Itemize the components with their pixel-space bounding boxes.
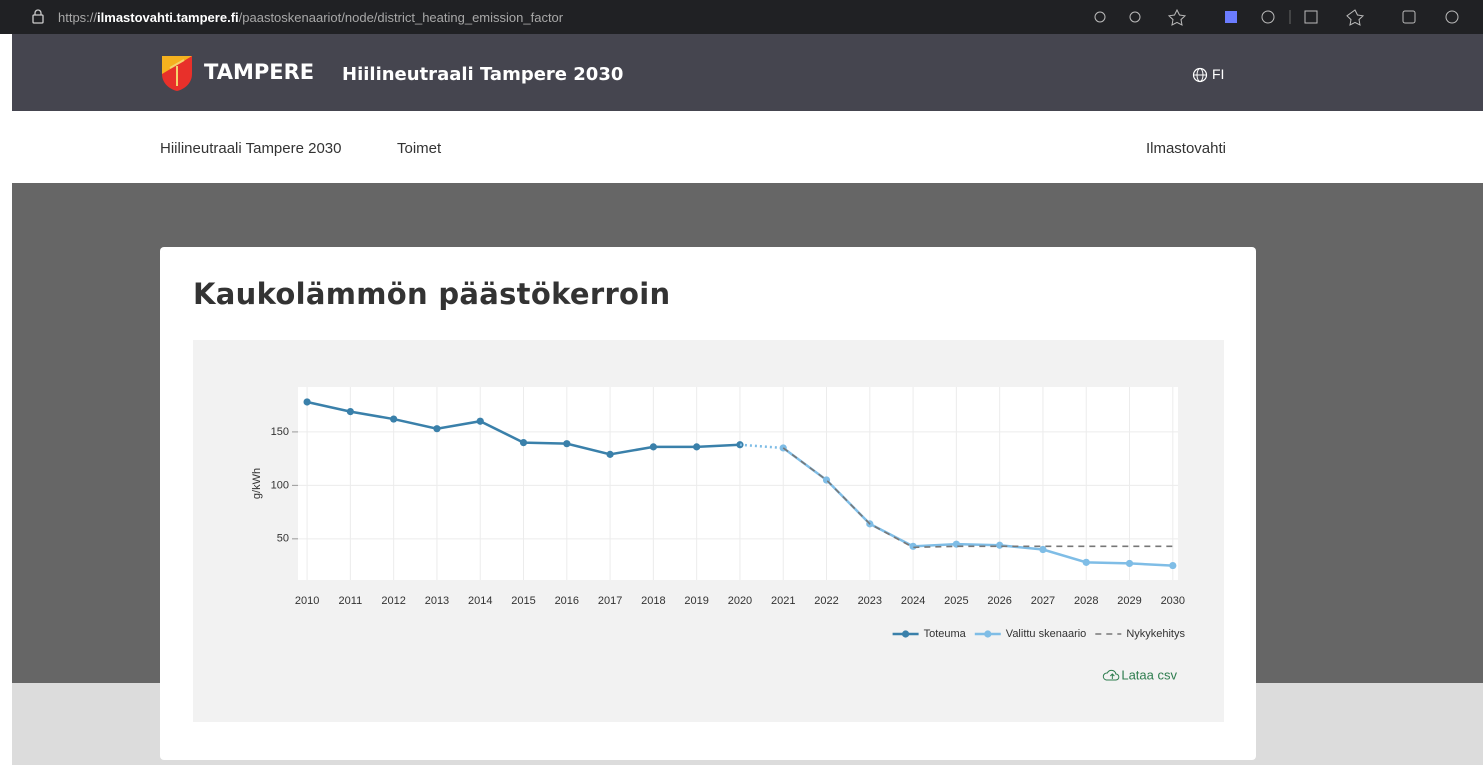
x-tick-label: 2026 <box>987 595 1011 607</box>
point <box>390 415 398 423</box>
x-tick-label: 2011 <box>339 595 363 607</box>
point <box>1082 558 1090 566</box>
point <box>519 439 528 447</box>
page-title: Kaukolämmön päästökerroin <box>193 277 671 311</box>
nav-link[interactable]: Toimet <box>397 140 442 157</box>
download-link[interactable]: Lataa csv <box>1102 667 1177 682</box>
point <box>433 425 441 433</box>
x-tick-label: 2021 <box>771 595 795 607</box>
x-tick-label: 2015 <box>511 595 535 607</box>
y-tick-label: 100 <box>271 479 289 491</box>
toolbar-icons[interactable] <box>1090 8 1470 26</box>
point <box>1039 545 1047 554</box>
url-path: /paastoskenaariot/node/district_heating_… <box>238 10 564 25</box>
site-title[interactable]: Hiilineutraali Tampere 2030 <box>342 64 624 85</box>
tampere-logo[interactable] <box>160 54 194 92</box>
x-tick-label: 2024 <box>901 595 925 607</box>
y-tick-label: 50 <box>277 533 289 545</box>
legend-label: Toteuma <box>924 628 967 640</box>
x-tick-label: 2022 <box>814 595 838 607</box>
x-tick-label: 2028 <box>1074 595 1098 607</box>
x-tick-label: 2012 <box>381 595 405 607</box>
url-host: ilmastovahti.tampere.fi <box>97 10 239 25</box>
series-line <box>782 446 1173 567</box>
x-tick-label: 2027 <box>1031 595 1055 607</box>
language-switch[interactable]: FI <box>1212 66 1225 82</box>
point <box>1125 559 1134 568</box>
point <box>476 417 484 425</box>
address-bar[interactable]: https://ilmastovahti.tampere.fi/paastosk… <box>58 10 563 25</box>
point <box>563 440 571 448</box>
cloud-icon <box>1102 669 1120 681</box>
left-strip <box>0 34 12 765</box>
nav-link[interactable]: Hiilineutraali Tampere 2030 <box>160 140 342 157</box>
legend: Toteuma Valittu skenaario Nykykehitys <box>892 628 1185 640</box>
lock-icon <box>32 9 44 24</box>
point <box>1169 561 1177 570</box>
chart: 2010 2011 2012 2013 2014 2015 2016 2017 2018 2019… <box>251 387 1185 682</box>
legend-marker <box>901 630 910 638</box>
x-tick-label: 2013 <box>425 595 449 607</box>
point <box>909 542 917 550</box>
x-tick-label: 2017 <box>598 595 622 607</box>
chart-panel: 2010 2011 2012 2013 2014 2015 2016 2017 2018 2019… <box>193 340 1224 722</box>
brand[interactable]: TAMPERE <box>204 60 315 84</box>
globe-icon <box>1192 67 1208 83</box>
x-tick-label: 2025 <box>944 595 968 607</box>
site-header: TAMPERE Hiilineutraali Tampere 2030 FI <box>12 34 1483 111</box>
legend-label: Nykykehitys <box>1126 628 1185 640</box>
point <box>346 407 354 416</box>
point <box>606 450 614 458</box>
x-tick-label: 2029 <box>1117 595 1141 607</box>
point <box>996 541 1004 549</box>
x-tick-label: 2010 <box>295 595 319 607</box>
x-tick-label: 2019 <box>684 595 708 607</box>
nav-link[interactable]: Ilmastovahti <box>1145 140 1226 157</box>
browser-bar: https://ilmastovahti.tampere.fi/paastosk… <box>0 0 1483 34</box>
connector <box>739 443 784 450</box>
x-tick-label: 2023 <box>858 595 882 607</box>
point <box>693 443 701 451</box>
y-axis-label: g/kWh <box>251 468 263 499</box>
download-label: Lataa csv <box>1121 667 1177 682</box>
url-scheme: https:// <box>58 10 98 25</box>
legend-marker <box>984 630 992 638</box>
y-tick-label: 150 <box>271 426 289 438</box>
point <box>649 443 657 451</box>
point <box>303 398 311 406</box>
legend-label: Valittu skenaario <box>1006 628 1087 640</box>
x-tick-label: 2016 <box>555 595 579 607</box>
x-tick-label: 2030 <box>1161 595 1185 607</box>
x-tick-label: 2020 <box>728 595 752 607</box>
x-tick-label: 2018 <box>641 595 665 607</box>
x-tick-label: 2014 <box>468 595 492 607</box>
navigation: Hiilineutraali Tampere 2030 Toimet Ilmas… <box>12 111 1483 183</box>
